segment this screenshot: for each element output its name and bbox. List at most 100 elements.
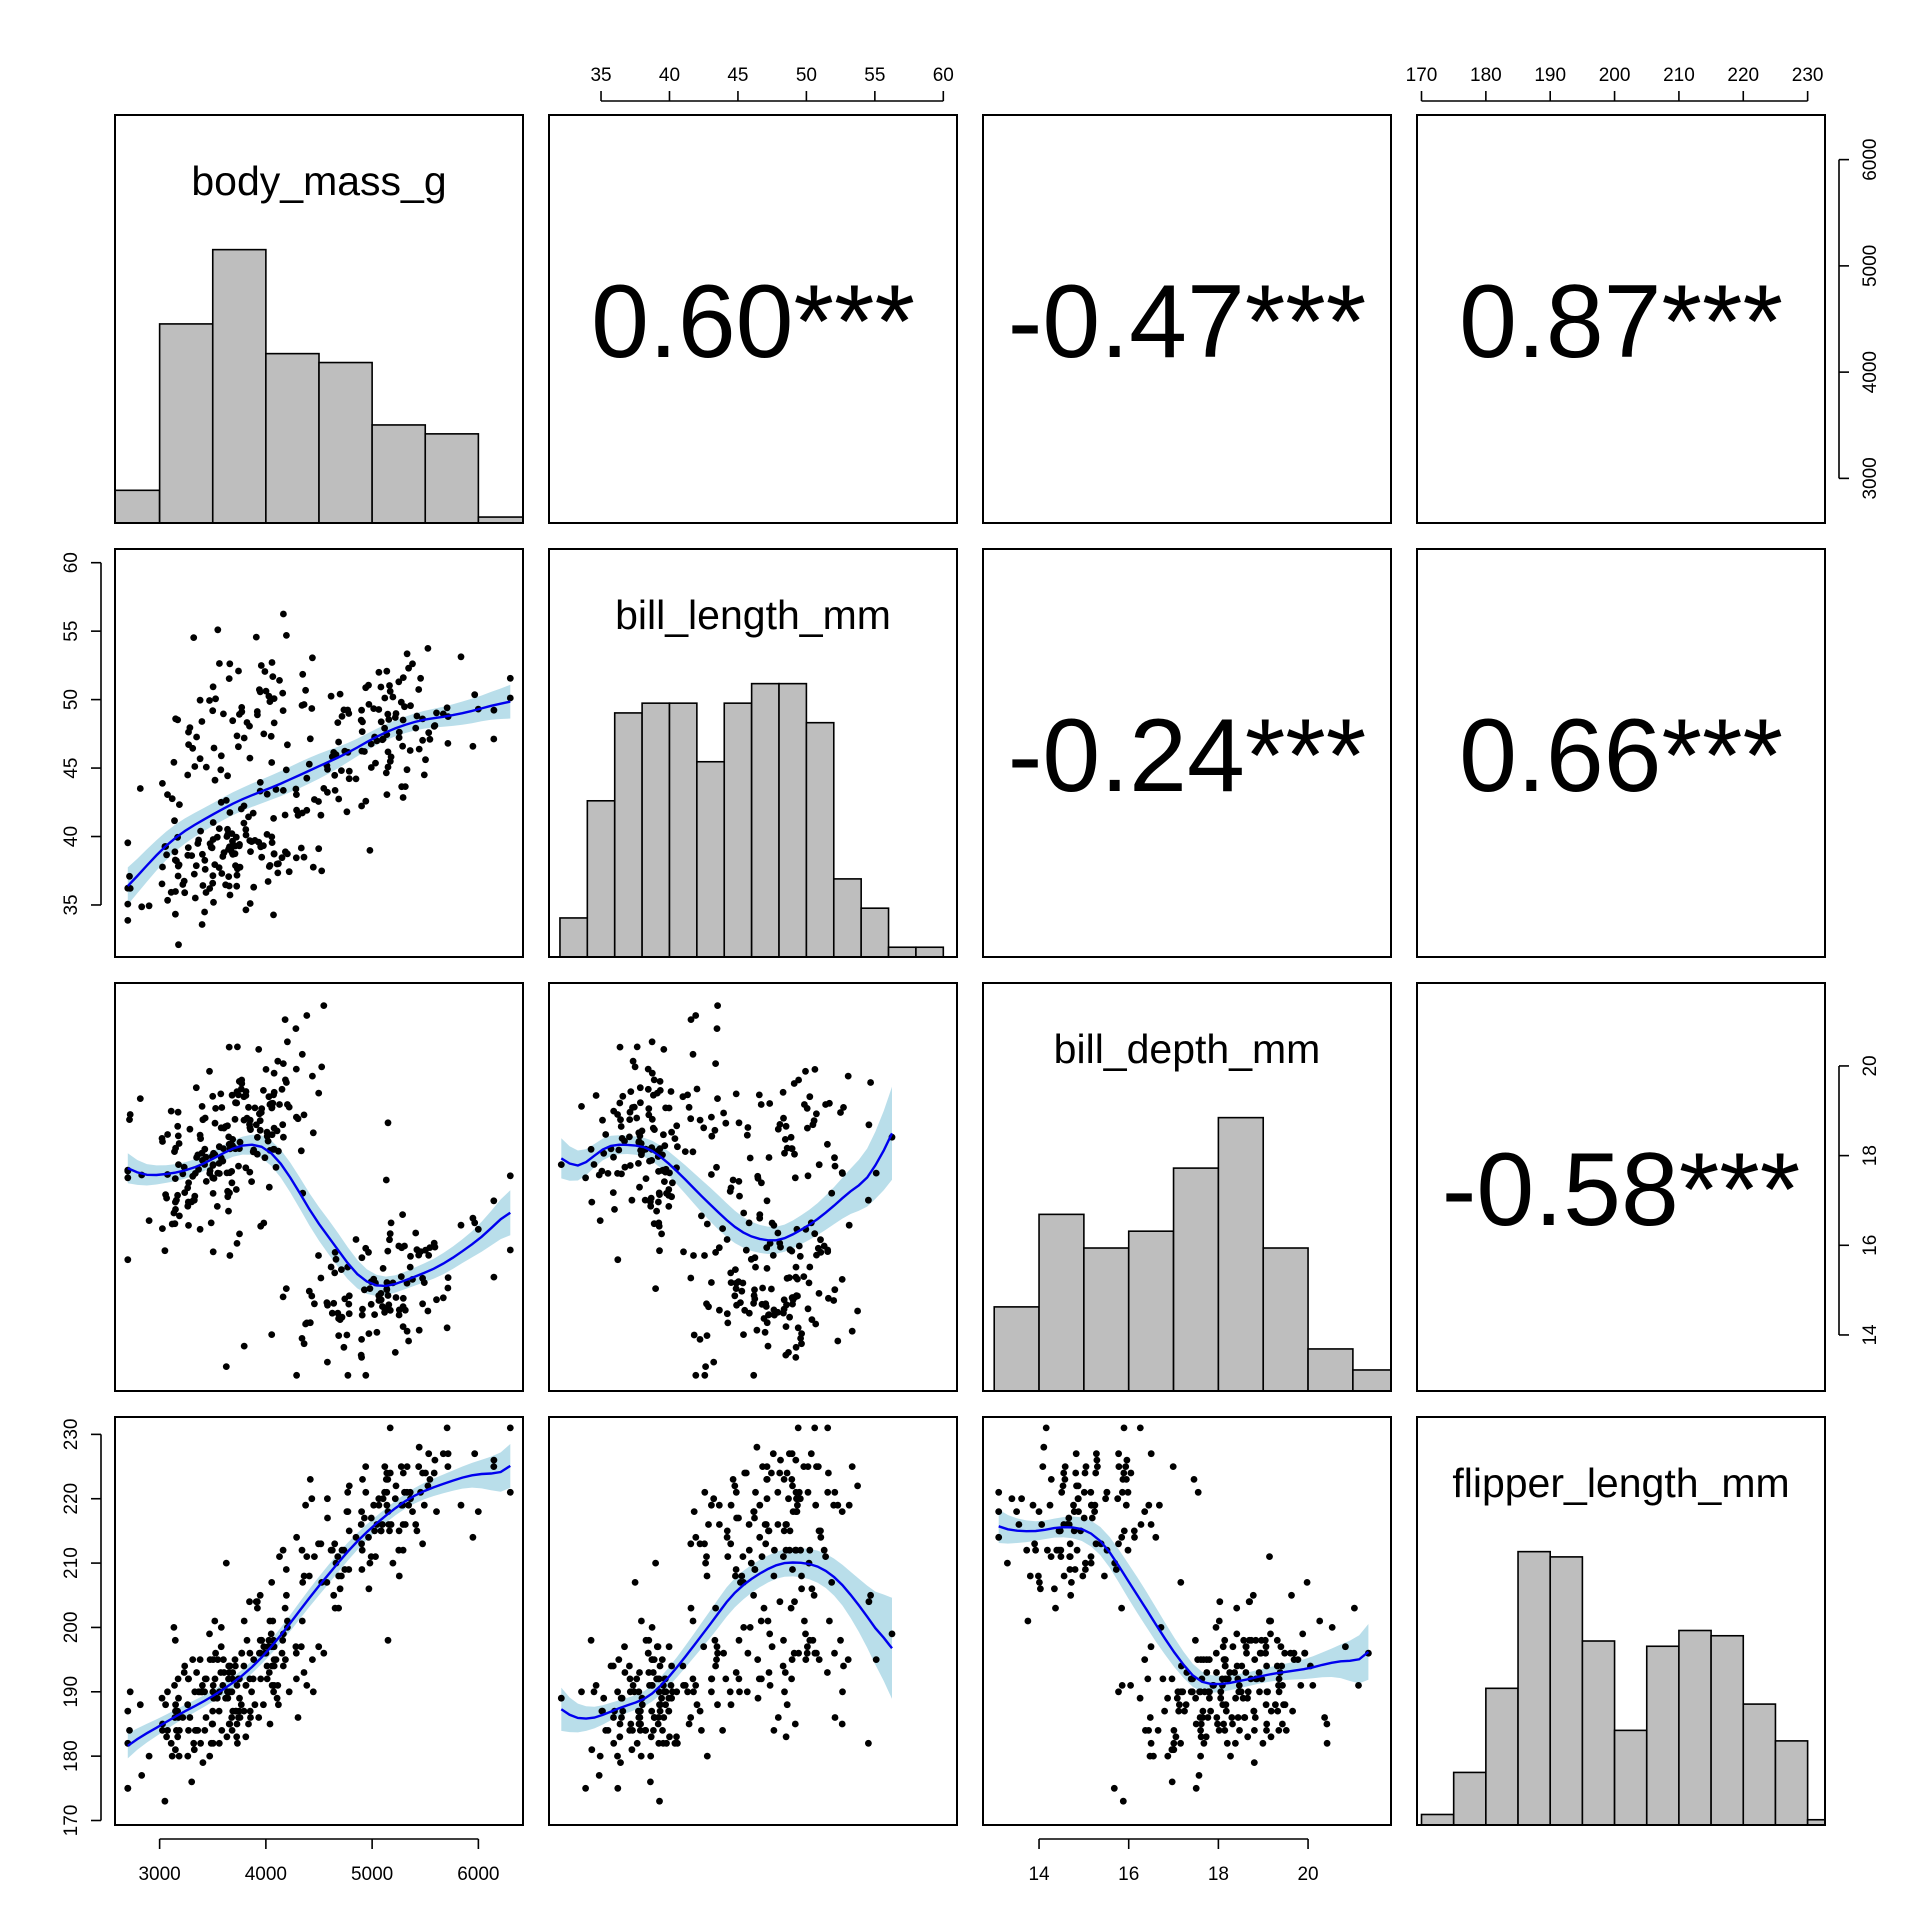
point-bill_depth_mm-vs-bill_length_mm-130 — [647, 1194, 655, 1202]
point-bill_length_mm-vs-body_mass_g-130 — [163, 851, 171, 859]
point-bill_length_mm-vs-body_mass_g-178 — [261, 668, 269, 675]
point-bill_length_mm-vs-body_mass_g-151 — [229, 717, 237, 725]
histogram-bar-body_mass_g-5 — [371, 424, 427, 524]
point-flipper_length_mm-vs-bill_length_mm-319 — [782, 1546, 790, 1554]
point-flipper_length_mm-vs-body_mass_g-198 — [185, 1727, 192, 1734]
point-bill_depth_mm-vs-body_mass_g-151 — [229, 1136, 237, 1143]
point-bill_depth_mm-vs-bill_length_mm-33 — [661, 1142, 669, 1150]
smooth-line-bill_depth_mm-vs-bill_length_mm — [560, 1132, 894, 1242]
point-flipper_length_mm-vs-bill_depth_mm-206 — [1267, 1630, 1274, 1638]
point-flipper_length_mm-vs-body_mass_g-86 — [197, 1739, 205, 1747]
point-bill_depth_mm-vs-body_mass_g-256 — [425, 1252, 433, 1259]
point-flipper_length_mm-vs-body_mass_g-261 — [327, 1546, 335, 1554]
variable-label-bill_depth_mm: bill_depth_mm — [1054, 1026, 1321, 1072]
point-bill_depth_mm-vs-bill_length_mm-62 — [660, 1046, 668, 1053]
point-bill_depth_mm-vs-body_mass_g-72 — [173, 1196, 180, 1204]
point-flipper_length_mm-vs-bill_depth_mm-273 — [1103, 1488, 1111, 1496]
point-flipper_length_mm-vs-bill_depth_mm-77 — [1229, 1720, 1236, 1728]
histogram-bar-bill_length_mm-10 — [832, 878, 862, 958]
point-bill_depth_mm-vs-body_mass_g-323 — [300, 1340, 308, 1348]
x-tick-label-bill_length_mm-0: 35 — [590, 65, 611, 86]
point-bill_depth_mm-vs-body_mass_g-95 — [224, 1122, 231, 1130]
point-bill_depth_mm-vs-bill_length_mm-329 — [792, 1354, 800, 1361]
point-flipper_length_mm-vs-body_mass_g-295 — [424, 1482, 432, 1490]
point-bill_length_mm-vs-body_mass_g-53 — [240, 819, 248, 827]
point-bill_depth_mm-vs-body_mass_g-260 — [384, 1292, 392, 1299]
point-flipper_length_mm-vs-bill_length_mm-220 — [768, 1469, 775, 1477]
point-bill_depth_mm-vs-body_mass_g-21 — [303, 1012, 311, 1019]
point-flipper_length_mm-vs-bill_depth_mm-282 — [1038, 1521, 1046, 1528]
point-flipper_length_mm-vs-bill_length_mm-243 — [789, 1566, 796, 1573]
point-bill_length_mm-vs-body_mass_g-192 — [235, 743, 242, 751]
point-flipper_length_mm-vs-bill_length_mm-306 — [727, 1501, 735, 1509]
point-bill_depth_mm-vs-bill_length_mm-178 — [831, 1154, 838, 1162]
point-bill_length_mm-vs-body_mass_g-166 — [253, 708, 261, 715]
point-bill_depth_mm-vs-bill_length_mm-322 — [848, 1327, 856, 1335]
point-bill_length_mm-vs-body_mass_g-126 — [268, 839, 276, 846]
point-bill_length_mm-vs-body_mass_g-277 — [415, 745, 423, 753]
point-flipper_length_mm-vs-bill_depth_mm-211 — [1047, 1476, 1055, 1483]
point-flipper_length_mm-vs-body_mass_g-217 — [298, 1546, 306, 1554]
point-bill_length_mm-vs-body_mass_g-184 — [309, 654, 316, 662]
point-flipper_length_mm-vs-bill_depth_mm-178 — [1212, 1649, 1220, 1657]
point-bill_length_mm-vs-body_mass_g-20 — [226, 891, 234, 899]
point-bill_depth_mm-vs-bill_length_mm-146 — [802, 1067, 809, 1075]
point-bill_length_mm-vs-body_mass_g-120 — [300, 853, 308, 861]
point-bill_depth_mm-vs-body_mass_g-202 — [198, 1149, 206, 1157]
point-flipper_length_mm-vs-body_mass_g-167 — [209, 1720, 217, 1728]
point-flipper_length_mm-vs-bill_depth_mm-98 — [1170, 1746, 1178, 1754]
point-bill_length_mm-vs-body_mass_g-57 — [126, 885, 134, 892]
point-bill_depth_mm-vs-body_mass_g-19 — [192, 1084, 200, 1092]
point-flipper_length_mm-vs-bill_length_mm-270 — [687, 1540, 695, 1548]
point-flipper_length_mm-vs-bill_length_mm-69 — [588, 1746, 596, 1754]
point-flipper_length_mm-vs-bill_depth_mm-275 — [1052, 1604, 1059, 1612]
histogram-bar-bill_depth_mm-8 — [1352, 1369, 1392, 1392]
point-flipper_length_mm-vs-body_mass_g-310 — [399, 1469, 407, 1477]
point-bill_depth_mm-vs-body_mass_g-135 — [184, 1198, 192, 1206]
correlation-body_mass_g-bill_depth_mm: -0.47*** — [1008, 264, 1366, 380]
point-bill_length_mm-vs-body_mass_g-256 — [425, 729, 433, 737]
point-bill_depth_mm-vs-bill_length_mm-86 — [671, 1135, 679, 1142]
point-flipper_length_mm-vs-bill_length_mm-160 — [840, 1662, 847, 1670]
point-flipper_length_mm-vs-body_mass_g-305 — [490, 1463, 498, 1470]
y-tick-label-flipper_length_mm-0: 170 — [61, 1805, 82, 1837]
point-bill_length_mm-vs-body_mass_g-189 — [190, 634, 198, 641]
y-tick-label-bill_length_mm-1: 40 — [61, 826, 82, 847]
point-flipper_length_mm-vs-body_mass_g-42 — [282, 1656, 289, 1663]
point-flipper_length_mm-vs-bill_depth_mm-131 — [1214, 1720, 1221, 1728]
point-flipper_length_mm-vs-bill_depth_mm-54 — [1281, 1649, 1289, 1657]
point-flipper_length_mm-vs-body_mass_g-11 — [240, 1707, 248, 1715]
point-flipper_length_mm-vs-bill_depth_mm-36 — [1161, 1707, 1168, 1715]
point-bill_depth_mm-vs-body_mass_g-39 — [228, 1179, 236, 1187]
point-bill_depth_mm-vs-body_mass_g-269 — [371, 1311, 378, 1318]
point-bill_length_mm-vs-body_mass_g-84 — [124, 917, 132, 924]
point-flipper_length_mm-vs-body_mass_g-168 — [225, 1669, 233, 1676]
point-flipper_length_mm-vs-body_mass_g-255 — [433, 1508, 440, 1515]
point-flipper_length_mm-vs-body_mass_g-69 — [172, 1746, 179, 1754]
point-bill_length_mm-vs-body_mass_g-250 — [335, 795, 343, 803]
panel-frame-flipper_length_mm-bill_length_mm — [548, 1416, 958, 1826]
point-flipper_length_mm-vs-bill_depth_mm-306 — [1088, 1501, 1095, 1509]
point-flipper_length_mm-vs-bill_depth_mm-146 — [1299, 1630, 1307, 1638]
point-flipper_length_mm-vs-body_mass_g-106 — [263, 1675, 271, 1683]
point-flipper_length_mm-vs-bill_depth_mm-251 — [1023, 1546, 1031, 1554]
point-bill_depth_mm-vs-body_mass_g-126 — [268, 1131, 276, 1139]
point-bill_length_mm-vs-body_mass_g-138 — [268, 833, 276, 841]
point-flipper_length_mm-vs-bill_depth_mm-327 — [1057, 1553, 1065, 1560]
point-flipper_length_mm-vs-bill_depth_mm-93 — [1227, 1752, 1234, 1760]
point-flipper_length_mm-vs-body_mass_g-117 — [257, 1675, 265, 1683]
point-flipper_length_mm-vs-bill_depth_mm-116 — [1115, 1688, 1122, 1696]
point-flipper_length_mm-vs-bill_depth_mm-184 — [1294, 1656, 1302, 1663]
point-flipper_length_mm-vs-body_mass_g-324 — [361, 1514, 368, 1522]
y-tick-label-body_mass_g-1: 4000 — [1860, 351, 1881, 393]
point-flipper_length_mm-vs-bill_length_mm-146 — [802, 1630, 809, 1638]
point-flipper_length_mm-vs-bill_depth_mm-277 — [1040, 1443, 1048, 1451]
point-bill_depth_mm-vs-bill_length_mm-52 — [592, 1092, 600, 1099]
point-bill_depth_mm-vs-body_mass_g-191 — [284, 1101, 291, 1108]
point-bill_depth_mm-vs-bill_length_mm-199 — [740, 1209, 748, 1217]
point-flipper_length_mm-vs-body_mass_g-202 — [198, 1688, 206, 1696]
point-flipper_length_mm-vs-bill_length_mm-276 — [786, 1527, 794, 1535]
point-bill_length_mm-vs-body_mass_g-261 — [327, 692, 335, 700]
point-flipper_length_mm-vs-bill_length_mm-164 — [780, 1636, 787, 1644]
point-flipper_length_mm-vs-bill_length_mm-330 — [845, 1501, 853, 1509]
